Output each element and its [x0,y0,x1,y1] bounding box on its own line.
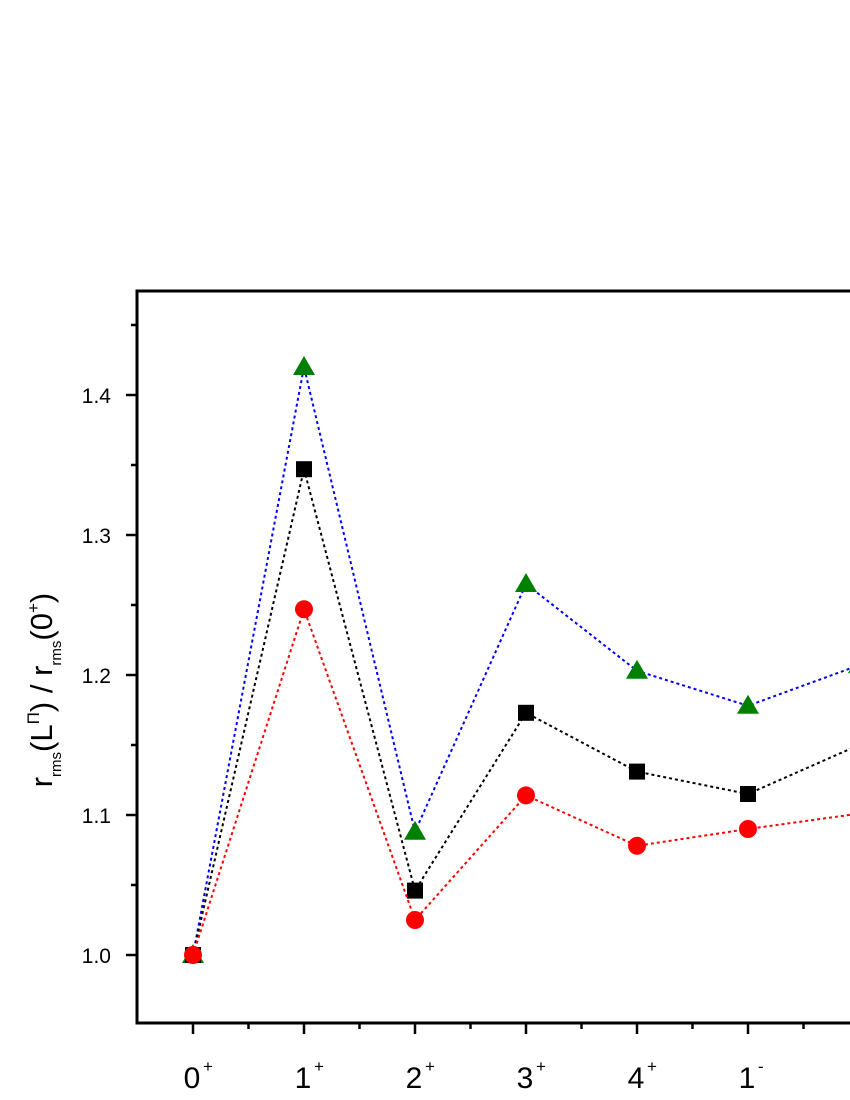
data-point [404,820,426,840]
y-tick-label: 1.0 [82,945,111,968]
data-point [295,600,313,619]
y-axis-label-part: rms [48,641,65,666]
series-line [192,606,850,956]
x-tick-superscript: + [314,1057,324,1076]
y-axis-label-part: r [24,777,59,787]
y-axis-label: rrms(LΠ) / rrms(0+) [24,593,65,788]
y-axis-label-part: (0 [24,613,59,641]
x-tick-superscript: + [536,1057,546,1076]
data-point [184,946,202,964]
y-axis-label-part: rms [48,752,65,777]
data-point [626,659,648,679]
y-tick-label: 1.2 [82,665,111,688]
data-point [737,694,759,714]
series-group [182,356,850,964]
data-point [518,704,534,721]
x-axis: 0+1+2+3+4+1-2- [184,1023,850,1095]
series-triangle [182,356,850,963]
x-tick-label: 4 [628,1062,645,1095]
series-line [192,366,850,956]
data-point [406,911,424,929]
y-axis-label-part: ) / r [24,666,59,713]
x-tick-label: 1 [295,1062,312,1095]
y-axis-label-part: ) [24,593,59,603]
data-point [628,836,646,855]
data-point [293,356,315,375]
x-tick-label: 0 [184,1062,201,1095]
x-tick-superscript: + [203,1057,213,1076]
x-tick-label: 3 [517,1062,534,1095]
y-tick-label: 1.3 [82,525,111,548]
x-tick-label: 2 [406,1062,423,1095]
data-point [517,786,535,805]
y-axis: 1.0 1.1 1.2 1.3 1.4 [82,323,137,968]
data-point [740,786,756,802]
x-tick-superscript: - [758,1057,764,1076]
y-axis-label-part: + [24,603,43,613]
data-point [739,820,757,838]
data-point [515,573,537,592]
x-tick-superscript: + [647,1057,657,1076]
plot-frame [135,289,850,1025]
series-circle [184,600,850,964]
data-point [296,461,312,478]
data-point [629,763,645,780]
y-axis-label-part: (L [24,724,59,752]
y-tick-label: 1.4 [82,385,112,408]
data-point [407,882,423,899]
y-axis-label-part: Π [24,712,43,724]
x-tick-superscript: + [425,1057,435,1076]
y-tick-label: 1.1 [82,805,111,828]
x-tick-label: 1 [739,1062,756,1095]
